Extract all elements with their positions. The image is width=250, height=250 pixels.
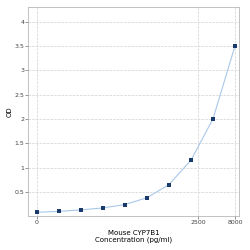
Point <box>123 202 127 206</box>
Point <box>167 182 171 186</box>
Point <box>145 196 149 200</box>
Y-axis label: OD: OD <box>7 106 13 117</box>
Point <box>101 206 105 210</box>
Point <box>79 208 83 212</box>
Point <box>233 44 237 48</box>
Point <box>35 210 39 214</box>
Point <box>57 209 61 213</box>
X-axis label: Mouse CYP7B1
Concentration (pg/ml): Mouse CYP7B1 Concentration (pg/ml) <box>95 230 172 243</box>
Point <box>189 158 193 162</box>
Point <box>211 117 215 121</box>
